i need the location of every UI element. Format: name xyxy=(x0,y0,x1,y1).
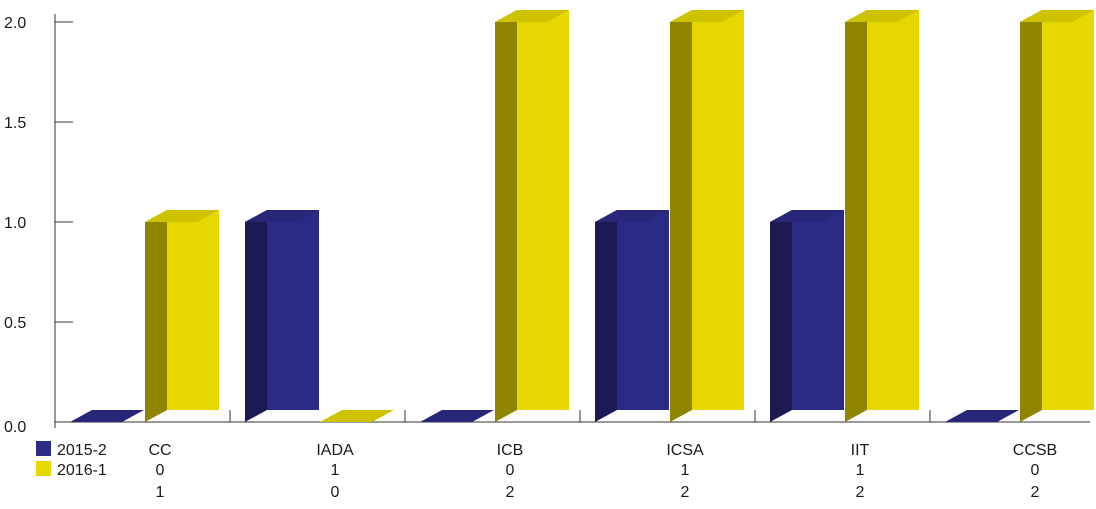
table-value-2015-2-ICSA: 1 xyxy=(681,462,690,479)
axes: 0.0 0.5 1.0 1.5 2.0 xyxy=(4,14,1090,436)
bar-2015-2-ICB xyxy=(420,410,494,422)
legend-swatch-2015-2 xyxy=(36,441,51,456)
y-tick-label: 1.5 xyxy=(4,115,26,132)
bar-top xyxy=(495,10,569,22)
bar-front xyxy=(867,10,919,410)
bar-2015-2-CCSB xyxy=(945,410,1019,422)
table-value-2016-1-ICSA: 2 xyxy=(681,484,690,501)
bar-side xyxy=(845,10,867,422)
category-label-ICB: ICB xyxy=(497,442,524,459)
category-label-CCSB: CCSB xyxy=(1013,442,1057,459)
bar-2015-2-ICSA xyxy=(595,210,669,422)
table-value-2016-1-IADA: 0 xyxy=(331,484,340,501)
table-value-2015-2-IADA: 1 xyxy=(331,462,340,479)
y-tick-label: 0.5 xyxy=(4,315,26,332)
bar-side xyxy=(595,210,617,422)
bar-top xyxy=(845,10,919,22)
bar-top xyxy=(145,210,219,222)
bar-2016-1-CCSB xyxy=(1020,10,1094,422)
bar-2016-1-IIT xyxy=(845,10,919,422)
bar-top xyxy=(945,410,1019,422)
category-label-CC: CC xyxy=(148,442,171,459)
bar-front xyxy=(617,210,669,410)
bar-top xyxy=(70,410,144,422)
bar-front xyxy=(517,10,569,410)
bar-side xyxy=(145,210,167,422)
bar-side xyxy=(1020,10,1042,422)
category-label-IADA: IADA xyxy=(316,442,354,459)
table-value-2016-1-ICB: 2 xyxy=(506,484,515,501)
data-table: 2015-2 2016-1 CC 0 1 IADA 1 0 ICB 0 2 ICSA 1 2 IIT 1 2 CC… xyxy=(36,441,1057,501)
bar-side xyxy=(495,10,517,422)
bar-front xyxy=(792,210,844,410)
bar-front xyxy=(267,210,319,410)
table-value-2016-1-CCSB: 2 xyxy=(1031,484,1040,501)
category-label-IIT: IIT xyxy=(851,442,870,459)
bar-2015-2-CC xyxy=(70,410,144,422)
bar-2015-2-IIT xyxy=(770,210,844,422)
bar-top xyxy=(320,410,394,422)
y-tick-label: 0.0 xyxy=(4,419,26,436)
bar-side xyxy=(245,210,267,422)
table-value-2015-2-CCSB: 0 xyxy=(1031,462,1040,479)
table-value-2015-2-CC: 0 xyxy=(156,462,165,479)
bar-top xyxy=(245,210,319,222)
bar-side xyxy=(670,10,692,422)
bar-side xyxy=(770,210,792,422)
table-value-2016-1-CC: 1 xyxy=(156,484,165,501)
bar-2016-1-ICB xyxy=(495,10,569,422)
bar-2016-1-CC xyxy=(145,210,219,422)
bar-top xyxy=(595,210,669,222)
bar-front xyxy=(1042,10,1094,410)
bar-top xyxy=(670,10,744,22)
y-tick-label: 2.0 xyxy=(4,15,26,32)
bar-2016-1-IADA xyxy=(320,410,394,422)
bar-2015-2-IADA xyxy=(245,210,319,422)
bar-top xyxy=(420,410,494,422)
table-value-2015-2-ICB: 0 xyxy=(506,462,515,479)
table-value-2016-1-IIT: 2 xyxy=(856,484,865,501)
bar-top xyxy=(1020,10,1094,22)
legend-label-2015-2: 2015-2 xyxy=(57,442,107,459)
bar-front xyxy=(692,10,744,410)
legend-swatch-2016-1 xyxy=(36,461,51,476)
y-tick-label: 1.0 xyxy=(4,215,26,232)
bar-top xyxy=(770,210,844,222)
category-label-ICSA: ICSA xyxy=(666,442,704,459)
bar-front xyxy=(167,210,219,410)
legend-label-2016-1: 2016-1 xyxy=(57,462,107,479)
bar-2016-1-ICSA xyxy=(670,10,744,422)
bars xyxy=(70,10,1094,422)
table-value-2015-2-IIT: 1 xyxy=(856,462,865,479)
